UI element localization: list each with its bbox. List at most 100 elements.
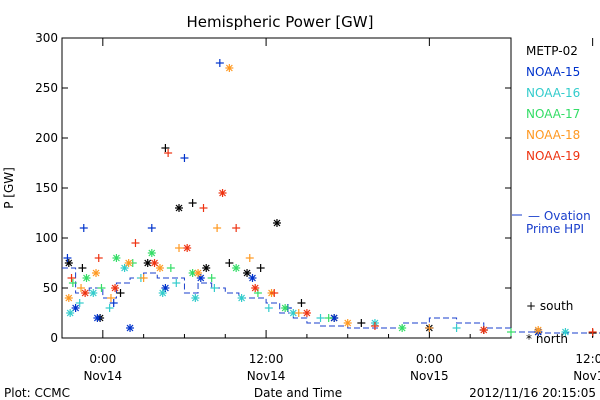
- data-point-noaa-17: [232, 264, 241, 272]
- data-point-metp-02: [78, 264, 87, 272]
- data-point-noaa-17: [507, 328, 515, 336]
- data-point-noaa-18: [213, 224, 222, 232]
- data-point-noaa-15: [147, 224, 156, 232]
- data-point-noaa-16: [316, 314, 325, 322]
- data-point-metp-02: [188, 199, 197, 207]
- y-tick-label: 150: [35, 181, 58, 195]
- data-point-noaa-18: [175, 244, 184, 252]
- data-point-noaa-16: [120, 264, 129, 272]
- data-point-noaa-18: [92, 269, 101, 277]
- x-tick-label-time: 12:00: [575, 352, 600, 366]
- x-tick-label-date: Nov15: [410, 369, 449, 383]
- x-axis: 0:00Nov1412:00Nov140:00Nov1512:00Nov150:…: [61, 38, 600, 383]
- data-point-noaa-19: [251, 284, 260, 292]
- data-point-noaa-17: [147, 249, 156, 257]
- data-point-noaa-15: [93, 314, 102, 322]
- data-point-noaa-19: [370, 322, 379, 330]
- data-point-noaa-16: [264, 304, 273, 312]
- data-point-noaa-18: [124, 259, 133, 267]
- legend-entry-noaa-15: NOAA-15: [526, 65, 580, 79]
- x-tick-label-time: 0:00: [89, 352, 116, 366]
- data-point-noaa-15: [71, 304, 80, 312]
- data-point-noaa-19: [67, 274, 76, 282]
- data-point-noaa-17: [207, 274, 216, 282]
- data-points: [63, 59, 597, 337]
- data-point-noaa-16: [158, 289, 167, 297]
- data-point-noaa-16: [105, 304, 114, 312]
- data-point-noaa-19: [479, 326, 488, 334]
- data-point-noaa-15: [196, 274, 205, 282]
- data-point-metp-02: [357, 319, 366, 327]
- data-point-noaa-17: [82, 274, 91, 282]
- data-point-noaa-18: [106, 294, 115, 302]
- data-point-noaa-18: [194, 269, 203, 277]
- data-point-noaa-19: [588, 328, 597, 336]
- data-point-metp-02: [64, 259, 73, 267]
- data-point-noaa-19: [232, 224, 241, 232]
- data-point-noaa-19: [302, 309, 311, 317]
- x-tick-label-time: 12:00: [249, 352, 284, 366]
- data-point-noaa-17: [68, 279, 77, 287]
- data-point-noaa-16: [210, 284, 219, 292]
- data-point-noaa-15: [79, 224, 88, 232]
- chart-title: Hemispheric Power [GW]: [187, 13, 374, 31]
- data-point-noaa-18: [155, 264, 164, 272]
- data-point-noaa-16: [75, 299, 84, 307]
- footer-source: Plot: CCMC: [4, 386, 70, 400]
- legend-entry-noaa-17: NOAA-17: [526, 107, 580, 121]
- y-tick-label: 250: [35, 81, 58, 95]
- legend-entry-noaa-18: NOAA-18: [526, 128, 580, 142]
- legend-entry-noaa-16: NOAA-16: [526, 86, 580, 100]
- data-point-noaa-15: [180, 154, 189, 162]
- data-point-noaa-15: [215, 59, 224, 67]
- data-point-noaa-19: [150, 259, 159, 267]
- data-point-noaa-17: [398, 324, 407, 332]
- data-point-noaa-17: [281, 304, 290, 312]
- data-point-noaa-19: [164, 149, 173, 157]
- data-point-noaa-16: [66, 309, 75, 317]
- data-point-noaa-19: [218, 189, 227, 197]
- y-axis: 0 50 100 150 200 250 300: [35, 31, 511, 345]
- data-point-noaa-15: [63, 254, 72, 262]
- data-point-metp-02: [175, 204, 184, 212]
- data-point-metp-02: [116, 289, 125, 297]
- x-tick-label-time: 0:00: [416, 352, 443, 366]
- y-tick-label: 100: [35, 231, 58, 245]
- ovation-label-2: Prime HPI: [526, 222, 584, 236]
- footer-timestamp: 2012/11/16 20:15:05: [469, 386, 596, 400]
- x-axis-label: Date and Time: [254, 386, 342, 400]
- data-point-metp-02: [143, 259, 152, 267]
- data-point-noaa-19: [270, 289, 279, 297]
- data-point-noaa-18: [225, 64, 234, 72]
- data-point-noaa-16: [172, 279, 181, 287]
- x-tick-label-date: Nov15: [573, 369, 600, 383]
- ovation-label-1: — Ovation: [528, 209, 591, 223]
- data-point-noaa-18: [425, 324, 434, 332]
- y-axis-label: P [GW]: [2, 167, 16, 209]
- y-tick-label: 200: [35, 131, 58, 145]
- data-point-metp-02: [256, 264, 265, 272]
- data-point-noaa-17: [112, 254, 121, 262]
- plot-frame: [61, 37, 512, 339]
- x-tick-label-date: Nov14: [83, 369, 122, 383]
- data-point-noaa-16: [89, 289, 98, 297]
- data-point-noaa-15: [330, 314, 339, 322]
- data-point-noaa-15: [126, 324, 135, 332]
- data-point-noaa-15: [109, 299, 118, 307]
- data-point-noaa-16: [191, 294, 200, 302]
- legend-entry-noaa-19: NOAA-19: [526, 149, 580, 163]
- data-point-noaa-17: [166, 264, 175, 272]
- data-point-noaa-16: [237, 294, 246, 302]
- data-point-metp-02: [161, 144, 170, 152]
- data-point-metp-02: [272, 219, 281, 227]
- data-point-noaa-16: [561, 328, 570, 336]
- x-tick-label-date: Nov14: [247, 369, 286, 383]
- data-point-noaa-16: [452, 324, 461, 332]
- data-point-noaa-19: [183, 244, 192, 252]
- y-tick-label: 50: [43, 281, 58, 295]
- data-point-metp-02: [243, 269, 252, 277]
- data-point-noaa-18: [534, 326, 543, 334]
- data-point-noaa-18: [77, 284, 86, 292]
- data-point-noaa-15: [248, 274, 257, 282]
- data-point-noaa-19: [111, 284, 120, 292]
